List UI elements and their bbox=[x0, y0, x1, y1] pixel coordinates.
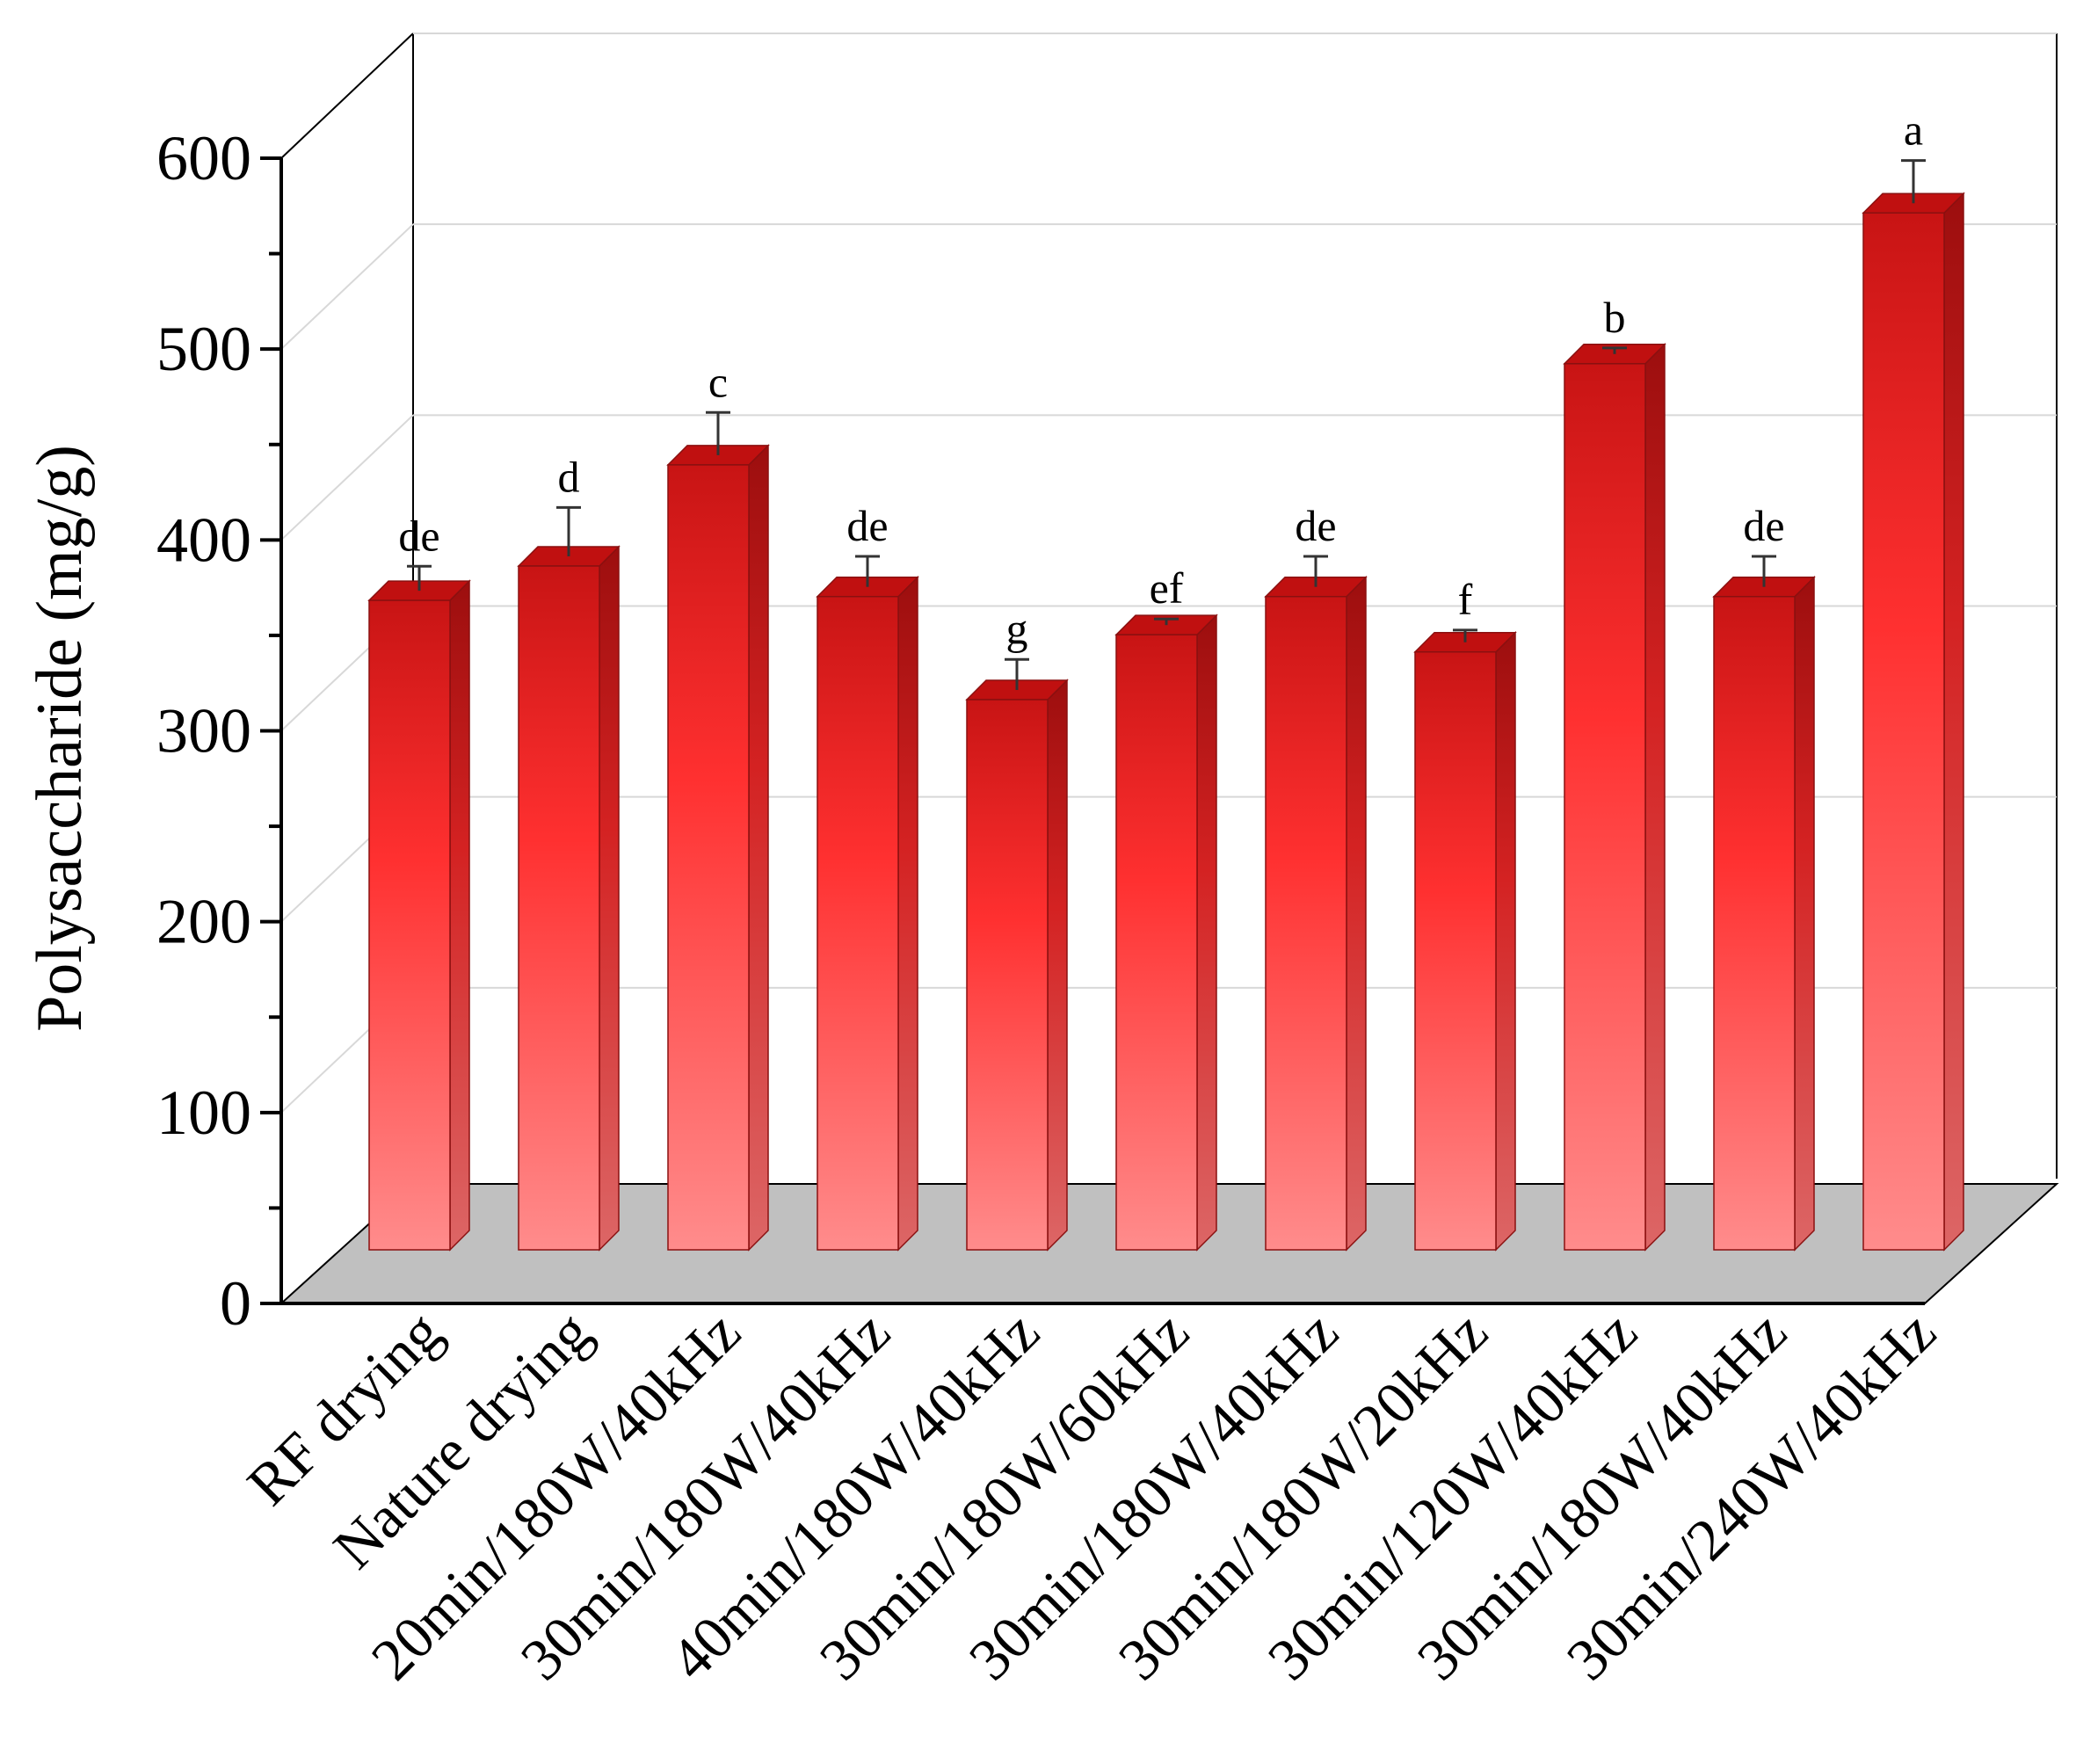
bar-7 bbox=[1413, 628, 1517, 1252]
bar-9 bbox=[1712, 555, 1816, 1252]
significance-label-4: g bbox=[1006, 604, 1028, 653]
bar-front-4 bbox=[966, 699, 1049, 1251]
significance-label-1: d bbox=[558, 452, 580, 501]
gridlines bbox=[280, 33, 2057, 1114]
bar-front-8 bbox=[1564, 363, 1646, 1251]
significance-label-10: a bbox=[1904, 105, 1923, 155]
bar-side-8 bbox=[1644, 342, 1666, 1252]
bar-2 bbox=[666, 410, 770, 1252]
bar-0 bbox=[367, 564, 471, 1252]
bar-6 bbox=[1264, 555, 1368, 1252]
bar-side-3 bbox=[897, 575, 918, 1252]
bar-front-5 bbox=[1115, 634, 1198, 1251]
axes: 0 100 200 300 400 500 600 Polysaccharide (mg/g) bbox=[24, 123, 1925, 1339]
bar-3 bbox=[816, 555, 919, 1252]
bar-side-7 bbox=[1495, 630, 1516, 1252]
y-axis-title: Polysaccharide (mg/g) bbox=[24, 445, 96, 1032]
significance-label-8: b bbox=[1604, 293, 1626, 342]
bar-side-2 bbox=[748, 444, 769, 1252]
significance-label-7: f bbox=[1458, 575, 1473, 624]
bar-side-10 bbox=[1943, 192, 1964, 1252]
bar-4 bbox=[965, 657, 1069, 1252]
bar-side-6 bbox=[1346, 575, 1367, 1252]
bar-5 bbox=[1114, 613, 1218, 1252]
bar-1 bbox=[517, 505, 621, 1252]
bar-front-0 bbox=[368, 599, 451, 1251]
bar-front-2 bbox=[667, 464, 750, 1251]
gridline-side-5 bbox=[280, 223, 414, 350]
significance-label-6: de bbox=[1295, 501, 1336, 550]
bar-side-5 bbox=[1196, 613, 1217, 1252]
bar-front-6 bbox=[1265, 595, 1347, 1251]
significance-label-3: de bbox=[846, 501, 888, 550]
gridline-side-4 bbox=[280, 414, 414, 541]
bar-front-3 bbox=[817, 595, 899, 1251]
y-tick-label-6: 600 bbox=[156, 123, 251, 193]
significance-label-2: c bbox=[708, 357, 728, 406]
x-tick-label-1: Nature drying bbox=[320, 1298, 603, 1581]
bar-front-9 bbox=[1713, 595, 1796, 1251]
y-tick-label-2: 200 bbox=[156, 887, 251, 957]
bar-front-7 bbox=[1414, 650, 1497, 1251]
bar-front-10 bbox=[1862, 212, 1945, 1251]
significance-label-9: de bbox=[1743, 501, 1784, 550]
bar-10 bbox=[1862, 159, 1965, 1252]
bar-side-9 bbox=[1794, 575, 1815, 1252]
y-tick-label-0: 0 bbox=[220, 1268, 251, 1339]
y-tick-label-4: 400 bbox=[156, 505, 251, 575]
bar-side-0 bbox=[449, 579, 470, 1252]
bar-8 bbox=[1563, 342, 1666, 1252]
y-tick-label-1: 100 bbox=[156, 1078, 251, 1148]
y-tick-label-3: 300 bbox=[156, 696, 251, 766]
side-wall-top-edge bbox=[280, 33, 414, 159]
bars bbox=[367, 159, 1965, 1252]
y-tick-label-5: 500 bbox=[156, 314, 251, 384]
significance-label-5: ef bbox=[1150, 563, 1184, 613]
significance-label-0: de bbox=[398, 511, 439, 560]
bar-front-1 bbox=[518, 565, 600, 1251]
bar-side-1 bbox=[599, 545, 620, 1252]
bar-side-4 bbox=[1047, 679, 1068, 1252]
